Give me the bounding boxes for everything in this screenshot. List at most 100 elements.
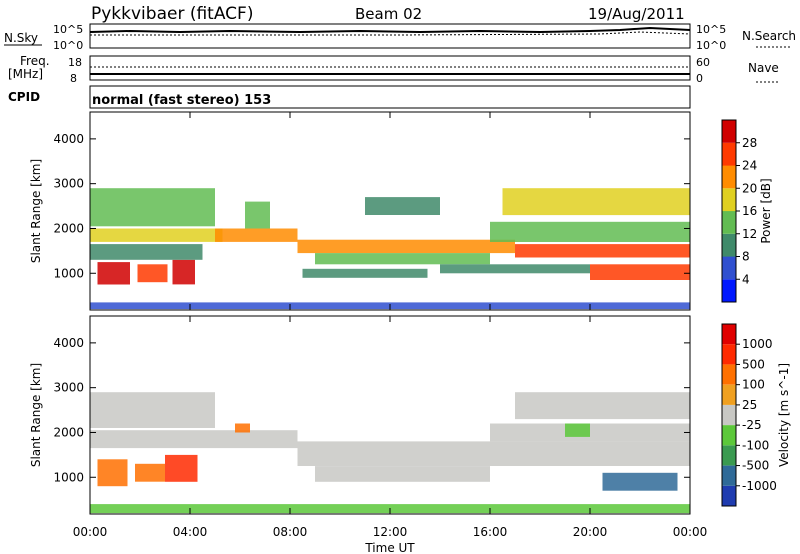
y-tick-label: 3000 xyxy=(53,381,84,395)
colorbar-segment xyxy=(722,142,736,166)
x-tick-label: 04:00 xyxy=(173,525,208,539)
nsearch-tick-bottom: 10^0 xyxy=(696,39,726,52)
scatter-region xyxy=(137,264,168,283)
power-y-ticks: 4000 3000 2000 1000 xyxy=(53,132,690,280)
colorbar-tick-label: 8 xyxy=(742,250,750,264)
scatter-region xyxy=(515,244,690,258)
freq-label: Freq. xyxy=(20,54,50,68)
scatter-region xyxy=(235,423,250,433)
beam-label: Beam 02 xyxy=(355,5,422,23)
velocity-colorbar-label: Velocity [m s^-1] xyxy=(777,363,791,467)
y-tick-label: 3000 xyxy=(53,177,84,191)
scatter-region xyxy=(315,253,490,265)
power-panel: 4000 3000 2000 1000 Slant Range [km] 28 24 20… xyxy=(29,111,773,311)
power-ylabel: Slant Range [km] xyxy=(29,159,43,263)
colorbar-segment xyxy=(722,344,736,365)
colorbar-segment xyxy=(722,279,736,303)
x-tick-label: 08:00 xyxy=(273,525,308,539)
velocity-panel: 4000 3000 2000 1000 Slant Range [km] 1000 50… xyxy=(29,112,791,554)
x-axis-title: Time UT xyxy=(364,541,415,554)
cpid-value: normal (fast stereo) 153 xyxy=(92,93,271,108)
scatter-region xyxy=(297,239,515,254)
colorbar-segment xyxy=(722,188,736,212)
colorbar-segment xyxy=(722,465,736,486)
colorbar-segment xyxy=(722,256,736,280)
colorbar-segment xyxy=(722,324,736,345)
nsearch-tick-top: 10^5 xyxy=(696,23,726,36)
scatter-region xyxy=(97,262,130,285)
power-colorbar-label: Power [dB] xyxy=(759,178,773,243)
scatter-region xyxy=(590,264,690,280)
x-tick-label: 20:00 xyxy=(573,525,608,539)
nave-label: Nave xyxy=(748,61,779,75)
freq-tick-bottom: 8 xyxy=(70,72,77,85)
freq-unit: [MHz] xyxy=(8,67,43,81)
colorbar-tick-label: -100 xyxy=(742,438,769,452)
colorbar-segment xyxy=(722,165,736,189)
colorbar-tick-label: 24 xyxy=(742,159,757,173)
scatter-region xyxy=(302,268,428,278)
velocity-ylabel: Slant Range [km] xyxy=(29,363,43,467)
nsearch-label: N.Search xyxy=(742,29,796,43)
freq-tick-top: 18 xyxy=(68,56,82,69)
colorbar-segment xyxy=(722,384,736,405)
colorbar-tick-label: 500 xyxy=(742,357,765,371)
colorbar-tick-label: 12 xyxy=(742,227,757,241)
scatter-region xyxy=(515,392,690,420)
x-tick-label: 16:00 xyxy=(473,525,508,539)
scatter-region xyxy=(90,430,298,449)
scatter-region xyxy=(602,472,678,491)
station-title: Pykkvibaer (fitACF) xyxy=(91,4,253,24)
colorbar-tick-label: 4 xyxy=(742,272,750,286)
colorbar-segment xyxy=(722,404,736,426)
scatter-region xyxy=(90,244,203,260)
y-tick-label: 2000 xyxy=(53,221,84,235)
colorbar-tick-label: -1000 xyxy=(742,479,777,493)
colorbar-segment xyxy=(722,120,736,143)
colorbar-tick-label: 1000 xyxy=(742,337,773,351)
scatter-region xyxy=(490,221,690,242)
colorbar-segment xyxy=(722,211,736,234)
scatter-region xyxy=(440,264,590,274)
y-tick-label: 4000 xyxy=(53,336,84,350)
scatter-region xyxy=(297,441,690,466)
colorbar-frame xyxy=(721,323,737,507)
y-tick-label: 2000 xyxy=(53,425,84,439)
scatter-region xyxy=(172,259,195,285)
nsky-tick-bottom: 10^0 xyxy=(53,39,83,52)
colorbar-tick-label: 16 xyxy=(742,204,757,218)
nave-tick-top: 60 xyxy=(696,56,710,69)
x-tick-label: 12:00 xyxy=(373,525,408,539)
scatter-region xyxy=(245,201,270,229)
x-tick-label: 00:00 xyxy=(673,525,708,539)
colorbar-tick-label: -25 xyxy=(742,418,762,432)
colorbar-segment xyxy=(722,425,736,446)
colorbar-segment xyxy=(722,445,736,466)
nsky-trace xyxy=(89,26,691,34)
scatter-region xyxy=(565,423,590,437)
scatter-region xyxy=(165,454,198,482)
nsky-tick-top: 10^5 xyxy=(53,23,83,36)
velocity-colorbar: 1000 500 100 25 -25 -100 -500 -1000 xyxy=(721,323,777,507)
scatter-region xyxy=(90,392,215,428)
y-tick-label: 1000 xyxy=(53,266,84,280)
nave-tick-bottom: 0 xyxy=(696,72,703,85)
colorbar-tick-label: -500 xyxy=(742,459,769,473)
scatter-region xyxy=(315,466,490,482)
x-tick-label: 00:00 xyxy=(73,525,108,539)
scatter-region xyxy=(365,197,440,215)
colorbar-tick-label: 25 xyxy=(742,398,757,412)
scatter-region xyxy=(215,228,298,242)
scatter-region xyxy=(90,228,223,242)
freq-panel: Freq. [MHz] 18 8 60 0 Nave xyxy=(8,54,780,85)
colorbar-segment xyxy=(722,233,736,257)
colorbar-tick-label: 20 xyxy=(742,181,757,195)
y-tick-label: 1000 xyxy=(53,470,84,484)
y-tick-label: 4000 xyxy=(53,132,84,146)
scatter-region xyxy=(502,188,690,216)
scatter-region xyxy=(97,459,128,487)
power-colorbar: 28 24 20 16 12 8 4 xyxy=(721,119,757,303)
cpid-label: CPID xyxy=(8,90,40,104)
x-axis-ticks: 00:00 04:00 08:00 12:00 16:00 20:00 00:00 xyxy=(73,112,708,539)
